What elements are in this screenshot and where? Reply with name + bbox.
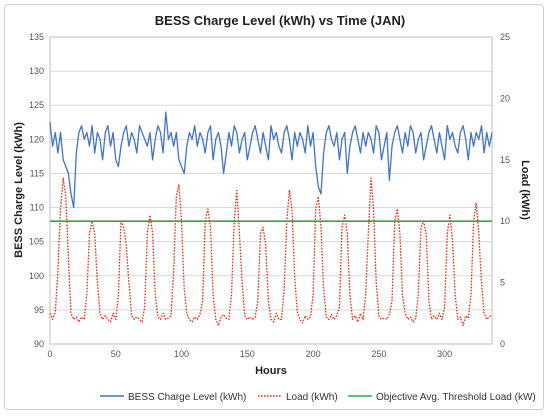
- x-tick-label: 50: [111, 349, 121, 359]
- chart-frame: [4, 4, 544, 410]
- legend: BESS Charge Level (kWh) Load (kWh) Objecti…: [100, 392, 536, 403]
- y-right-tick-label: 15: [500, 155, 510, 165]
- x-tick-label: 150: [240, 349, 255, 359]
- legend-label: Objective Avg. Threshold Load (kW): [376, 392, 536, 403]
- x-tick-label: 100: [174, 349, 189, 359]
- x-tick-label: 0: [47, 349, 52, 359]
- series-layer: [49, 111, 493, 327]
- y-left-tick-label: 125: [29, 100, 44, 110]
- y-left-tick-label: 110: [30, 203, 44, 213]
- y-left-tick-label: 115: [30, 168, 44, 178]
- series-line-bess-charge: [49, 111, 493, 209]
- y-left-tick-label: 130: [29, 66, 44, 76]
- y-axis-right-title: Load (kWh): [519, 160, 531, 220]
- x-axis-title: Hours: [255, 365, 287, 377]
- y-left-tick-label: 100: [29, 271, 44, 281]
- grid: [50, 36, 492, 345]
- y-left-tick-label: 105: [29, 237, 44, 247]
- y-right-tick-label: 0: [500, 339, 505, 349]
- y-right-tick-label: 5: [500, 278, 505, 288]
- plot-area: [49, 36, 493, 345]
- series-line-load: [49, 177, 493, 327]
- legend-label: Load (kWh): [286, 392, 338, 403]
- y-axis-left-title: BESS Charge Level (kWh): [13, 122, 25, 258]
- x-tick-label: 250: [371, 349, 386, 359]
- chart-title: BESS Charge Level (kWh) vs Time (JAN): [155, 13, 405, 28]
- y-right-tick-label: 25: [500, 32, 510, 42]
- y-right-tick-label: 20: [500, 93, 510, 103]
- y-right-tick-label: 10: [500, 216, 510, 226]
- y-left-tick-label: 135: [29, 32, 44, 42]
- y-left-tick-label: 120: [29, 134, 44, 144]
- x-tick-label: 300: [437, 349, 452, 359]
- x-tick-label: 200: [306, 349, 321, 359]
- legend-label: BESS Charge Level (kWh): [128, 392, 246, 403]
- y-left-tick-label: 90: [34, 339, 44, 349]
- y-left-tick-label: 95: [34, 305, 44, 315]
